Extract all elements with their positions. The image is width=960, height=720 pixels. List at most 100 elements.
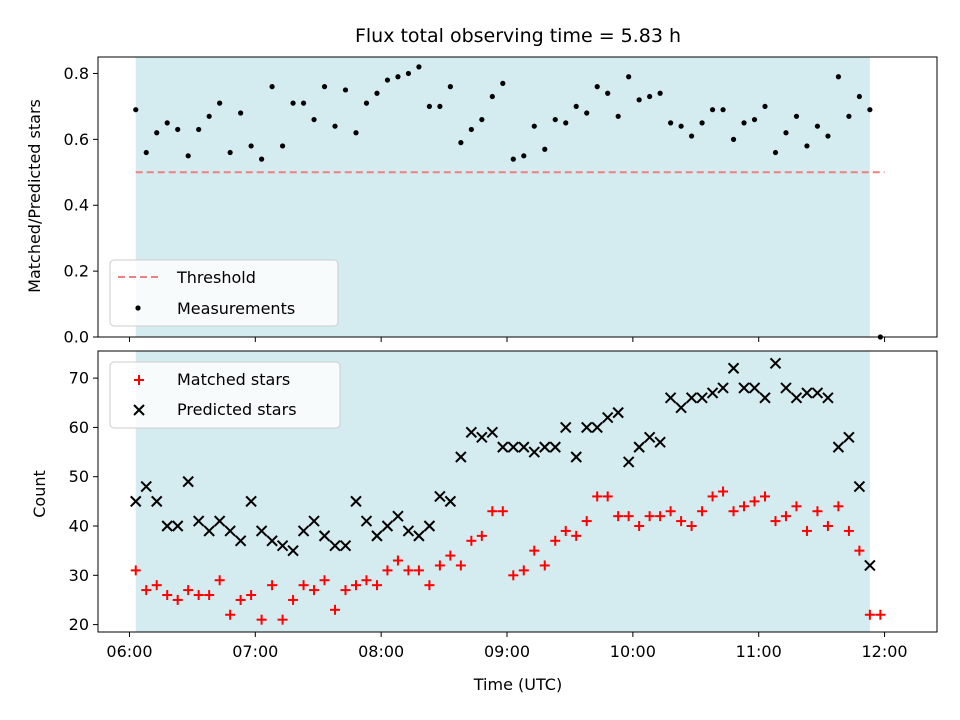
measurement-point <box>772 149 779 156</box>
predicted-star-point <box>853 480 866 493</box>
matched-star-point <box>718 486 729 497</box>
predicted-star-point <box>864 559 876 572</box>
predicted-star-point <box>213 515 226 527</box>
matched-star-point <box>875 609 886 620</box>
measurement-point <box>846 113 852 119</box>
measurement-point <box>175 126 181 133</box>
predicted-star-point <box>591 421 603 434</box>
predicted-star-point <box>507 441 520 453</box>
predicted-star-point <box>161 520 173 532</box>
measurement-point <box>238 110 244 116</box>
measurement-point <box>647 93 653 100</box>
matched-star-point <box>330 604 341 615</box>
measurement-point <box>594 84 600 90</box>
measurement-point <box>437 103 443 110</box>
predicted-star-point <box>518 441 530 453</box>
predicted-star-point <box>696 392 708 404</box>
matched-star-point <box>760 491 771 502</box>
matched-legend-swatch <box>134 375 144 385</box>
matched-star-point <box>676 516 687 527</box>
predicted-star-point <box>486 426 499 439</box>
bottom-y-axis-label: Count <box>30 470 49 518</box>
matched-star-point <box>749 496 760 507</box>
predicted-star-point <box>276 540 289 552</box>
predicted-star-point <box>643 431 656 443</box>
x-tick-label: 12:00 <box>862 642 908 661</box>
predicted-star-point <box>182 475 194 488</box>
measurement-point <box>751 116 758 123</box>
top-y-tick-label: 0.2 <box>64 262 89 281</box>
matched-star-point <box>801 525 812 536</box>
bottom-axes-frame <box>97 350 938 633</box>
matched-star-point <box>151 580 162 591</box>
measurement-point <box>867 107 873 113</box>
matched-star-point <box>172 594 183 605</box>
predicted-star-point <box>444 495 457 508</box>
measurement-point <box>856 93 862 100</box>
measurement-point <box>835 74 842 80</box>
measurement-point <box>741 120 747 126</box>
measurement-point <box>384 77 391 83</box>
predicted-star-point <box>738 382 750 394</box>
top-axes-frame <box>97 56 938 338</box>
measurement-point <box>290 100 296 106</box>
predicted-star-point <box>266 535 278 547</box>
matched-star-point <box>445 550 456 561</box>
measurement-point <box>468 126 474 133</box>
predicted-star-point <box>633 441 645 453</box>
bottom-legend: Matched stars Predicted stars <box>109 361 341 429</box>
measurement-point <box>793 113 800 119</box>
predicted-star-point <box>434 490 446 503</box>
matched-star-point <box>655 511 666 522</box>
measurement-point <box>269 84 275 90</box>
predicted-star-point <box>192 515 205 527</box>
predicted-star-point <box>245 495 257 508</box>
matched-star-point <box>130 565 141 576</box>
measurement-point <box>615 113 621 119</box>
matched-star-point <box>225 609 236 620</box>
measurement-point <box>332 123 338 129</box>
predicted-star-point <box>612 406 624 419</box>
matched-star-point <box>288 594 299 605</box>
matched-star-point <box>665 506 676 517</box>
matched-star-point <box>267 580 278 591</box>
measurement-point <box>353 130 359 136</box>
predicted-star-point <box>675 401 687 414</box>
x-axis-label: Time (UTC) <box>473 675 562 694</box>
matched-star-point <box>728 506 739 517</box>
measurement-point <box>605 90 611 96</box>
predicted-star-point <box>423 520 436 532</box>
measurement-point <box>720 107 726 113</box>
matched-star-point <box>371 580 382 591</box>
top-legend-box <box>109 259 339 327</box>
measurement-point <box>447 84 453 90</box>
measurement-point <box>133 107 139 113</box>
measurement-point <box>154 130 160 136</box>
x-tick-label: 09:00 <box>484 642 530 661</box>
predicted-star-point <box>717 382 729 394</box>
threshold-legend-label: Threshold <box>176 268 256 287</box>
matched-star-point <box>707 491 718 502</box>
predicted-star-point <box>843 431 855 443</box>
matched-star-point <box>214 575 225 586</box>
predicted-star-point <box>329 540 341 552</box>
predicted-star-point <box>748 382 761 394</box>
predicted-star-point <box>140 480 152 493</box>
matched-star-point <box>246 590 257 601</box>
measurement-points <box>133 64 883 340</box>
matched-star-point <box>361 575 372 586</box>
measurement-point <box>405 70 412 77</box>
matched-star-point <box>413 565 424 576</box>
matched-star-point <box>162 590 173 601</box>
predicted-star-point <box>549 441 561 453</box>
bottom-y-tick-label: 40 <box>69 517 89 536</box>
matched-star-point <box>644 511 655 522</box>
measurement-point <box>783 130 789 136</box>
x-tick-label: 10:00 <box>610 642 656 661</box>
matched-star-point <box>613 511 624 522</box>
measurement-point <box>259 156 265 162</box>
predicted-star-point <box>130 495 142 508</box>
predicted-star-point <box>171 520 184 532</box>
matched-star-point <box>340 585 351 596</box>
